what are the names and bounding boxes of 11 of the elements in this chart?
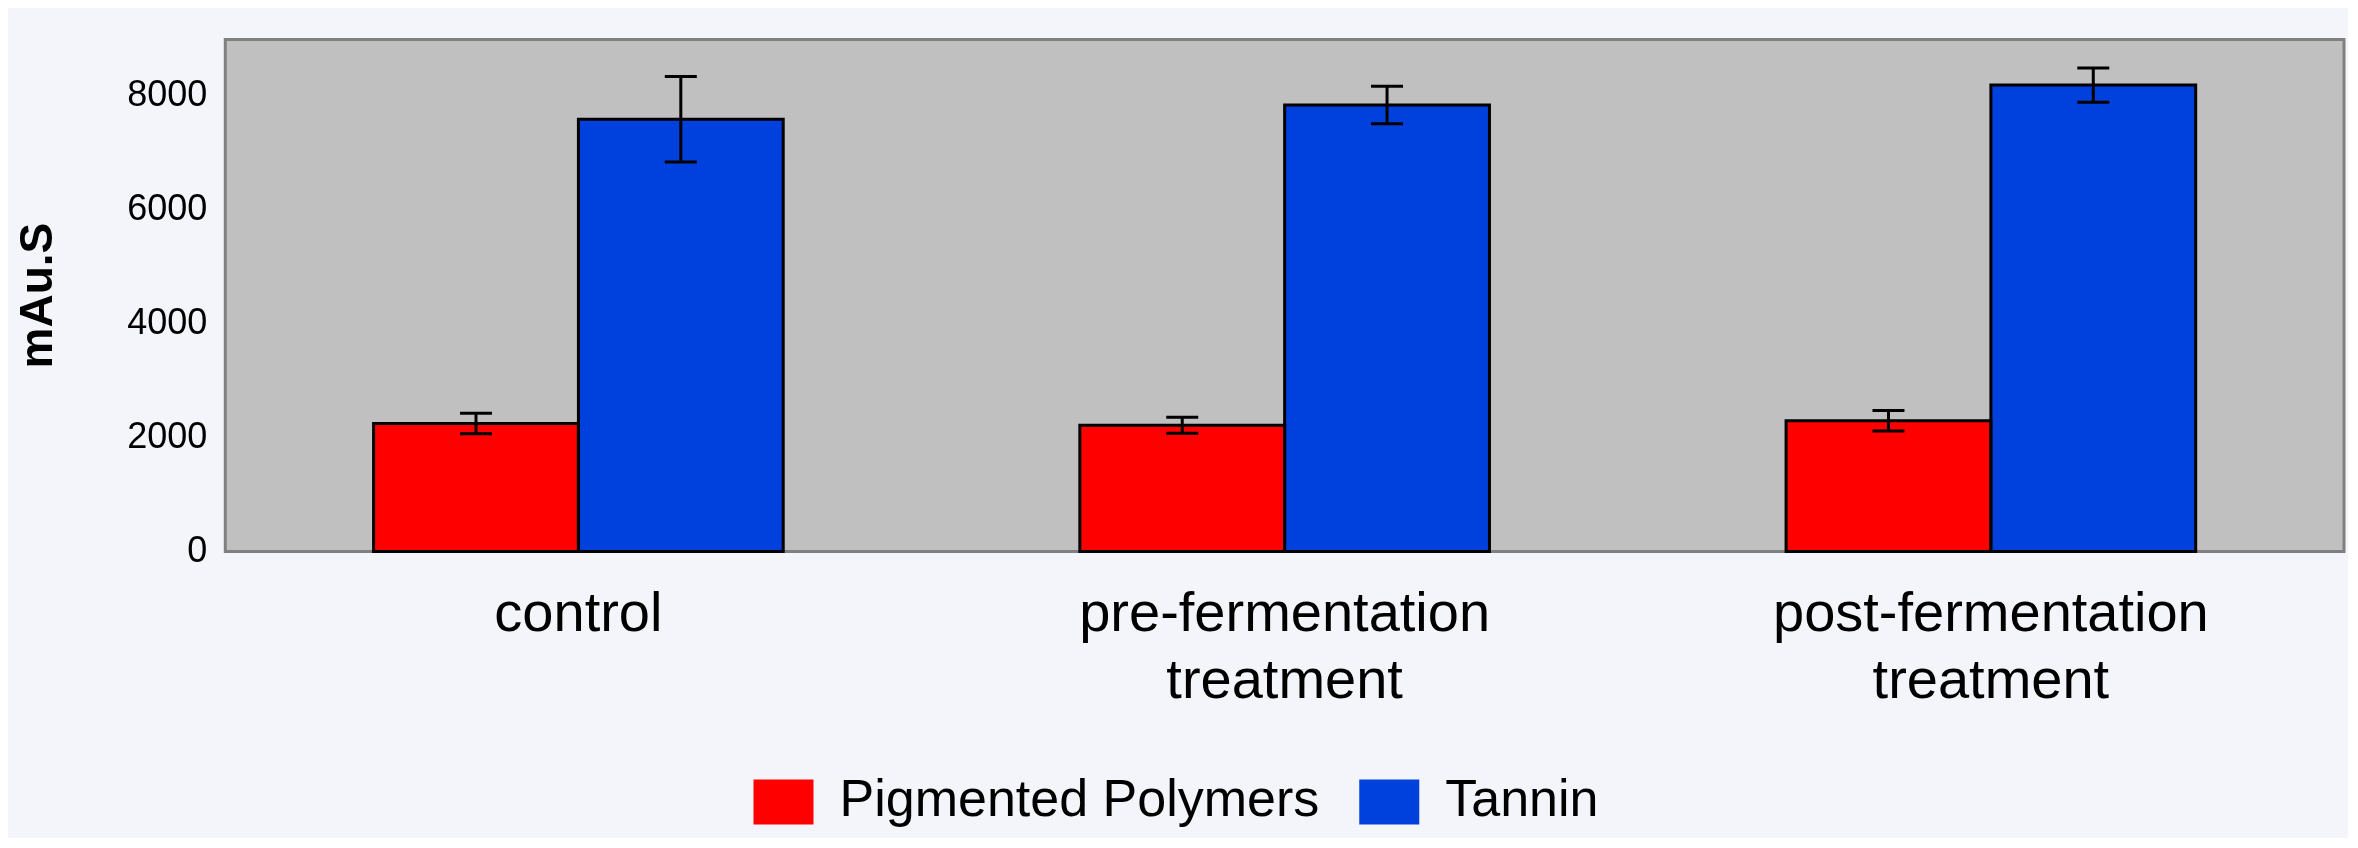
y-tick-label: 4000 xyxy=(127,300,208,342)
x-tick-label: control xyxy=(494,579,663,643)
legend-label: Pigmented Polymers xyxy=(839,769,1320,828)
y-tick-label: 2000 xyxy=(127,414,208,456)
x-tick-label: post-fermentation treatment xyxy=(1772,579,2209,710)
x-tick-label: pre-fermentation treatment xyxy=(1079,579,1491,710)
y-tick-label: 0 xyxy=(187,528,208,570)
legend-label: Tannin xyxy=(1445,769,1599,828)
y-tick-label: 6000 xyxy=(127,187,208,229)
y-tick-label: 8000 xyxy=(127,73,208,115)
y-axis-title: mAu.S xyxy=(10,222,63,369)
